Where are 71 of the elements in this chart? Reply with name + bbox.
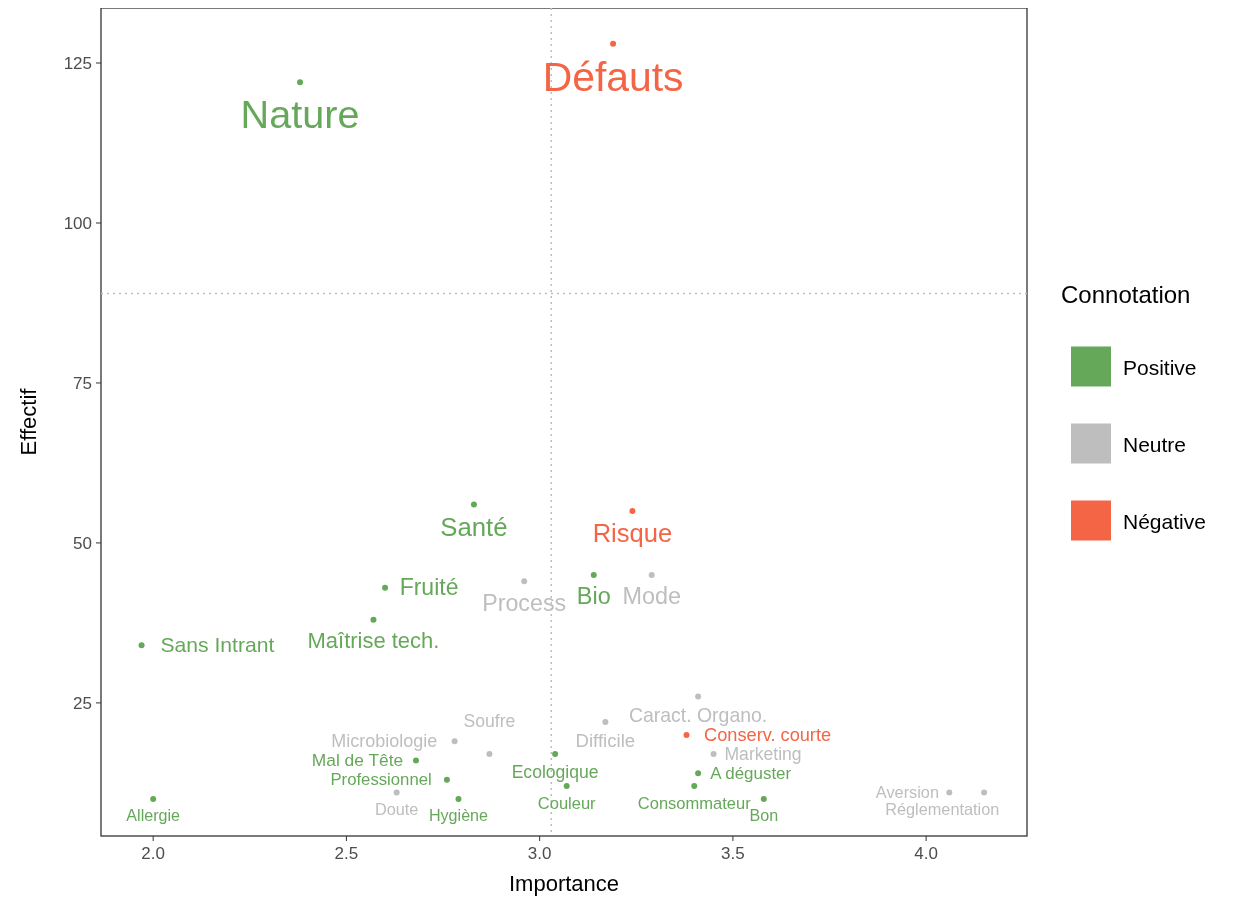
point xyxy=(470,501,477,508)
point xyxy=(552,751,559,758)
point xyxy=(370,616,377,623)
y-tick-label: 25 xyxy=(73,693,92,713)
annotation: Fruité xyxy=(399,574,459,601)
point xyxy=(648,571,655,578)
point xyxy=(412,757,419,764)
point xyxy=(629,507,636,514)
x-tick-label: 3.5 xyxy=(721,844,745,863)
annotation: Caract. Organo. xyxy=(628,703,768,726)
point xyxy=(150,795,157,802)
annotation: Ecologique xyxy=(511,761,599,782)
point xyxy=(981,789,988,796)
point xyxy=(710,751,717,758)
point xyxy=(695,770,702,777)
point xyxy=(393,789,400,796)
annotation: Allergie xyxy=(126,805,181,824)
annotation: Mal de Tête xyxy=(311,750,404,771)
point xyxy=(443,776,450,783)
point xyxy=(695,693,702,700)
annotation: Réglementation xyxy=(885,799,1000,818)
x-tick-label: 4.0 xyxy=(914,844,938,863)
y-tick-label: 50 xyxy=(73,533,92,553)
annotation: Maîtrise tech. xyxy=(307,627,440,653)
point xyxy=(297,79,304,86)
point xyxy=(451,738,458,745)
legend-title: Connotation xyxy=(1061,281,1191,308)
annotation: Consommateur xyxy=(637,793,752,813)
point xyxy=(760,795,767,802)
annotation: Marketing xyxy=(724,743,802,764)
y-tick-label: 75 xyxy=(73,373,92,393)
annotation: Aversion xyxy=(875,782,939,801)
annotation: Process xyxy=(482,589,567,616)
point xyxy=(602,719,609,726)
annotation: Mode xyxy=(622,583,682,610)
point xyxy=(691,783,698,790)
annotation: Microbiologie xyxy=(331,731,438,752)
x-tick-label: 3.0 xyxy=(527,844,552,863)
annotation: Défauts xyxy=(542,53,684,100)
point xyxy=(610,40,617,47)
y-tick-label: 100 xyxy=(63,214,92,233)
x-tick-label: 2.0 xyxy=(141,844,165,863)
x-tick-label: 2.5 xyxy=(334,844,359,863)
annotation: Bio xyxy=(576,583,611,610)
annotation: Difficile xyxy=(575,729,636,751)
annotation: Hygiène xyxy=(428,805,489,824)
legend-label: Neutre xyxy=(1123,432,1187,456)
annotation: Risque xyxy=(592,519,673,548)
x-axis-title: Importance xyxy=(508,871,620,896)
annotation: Professionnel xyxy=(330,770,432,790)
point xyxy=(946,789,953,796)
annotation: Santé xyxy=(440,513,508,542)
annotation: Soufre xyxy=(463,710,516,731)
legend-label: Positive xyxy=(1123,355,1197,379)
annotation: Sans Intrant xyxy=(160,633,275,657)
annotation: Nature xyxy=(240,91,360,136)
point xyxy=(563,783,570,790)
legend-label: Négative xyxy=(1123,509,1206,533)
point xyxy=(455,795,462,802)
annotation: Bon xyxy=(749,805,779,824)
y-tick-label: 125 xyxy=(63,54,92,74)
point xyxy=(590,571,597,578)
point xyxy=(138,642,145,649)
point xyxy=(521,578,528,585)
point xyxy=(382,584,389,591)
annotation: A déguster xyxy=(710,763,792,783)
y-axis-title: Effectif xyxy=(16,387,41,456)
point xyxy=(683,731,690,738)
annotation: Couleur xyxy=(537,793,597,813)
annotation: Doute xyxy=(374,799,419,818)
point xyxy=(486,751,493,758)
